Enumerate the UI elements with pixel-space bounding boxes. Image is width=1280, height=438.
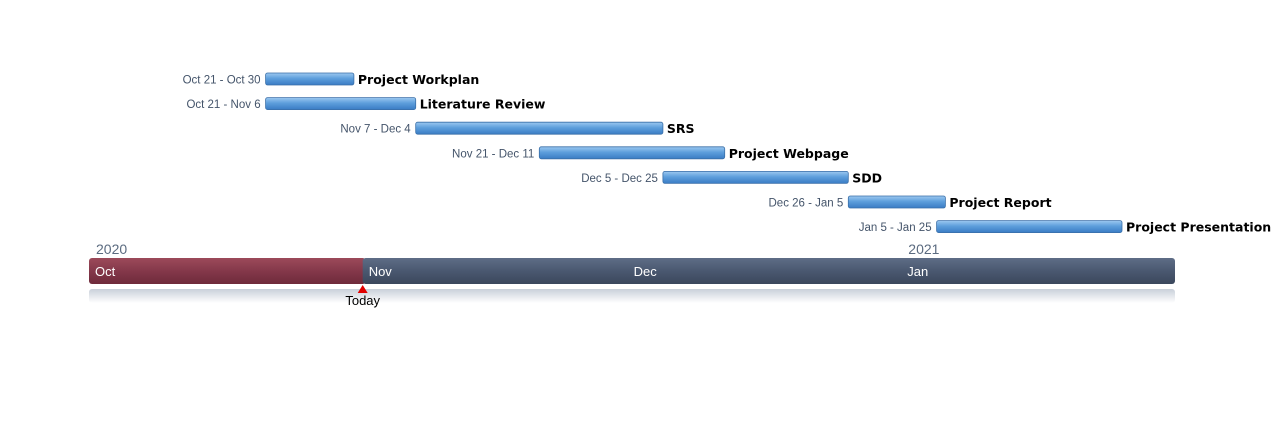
task-row: Nov 21 - Dec 11 Project Webpage [452,146,849,161]
timeline-axis: 2020 2021 Oct Nov Dec Jan Today [89,241,1175,308]
today-marker-icon [357,285,368,293]
task-date-range: Nov 21 - Dec 11 [452,148,534,160]
task-bar[interactable] [265,97,417,110]
task-name: Literature Review [420,97,546,112]
task-row: Dec 5 - Dec 25 SDD [581,170,882,185]
task-date-range: Dec 5 - Dec 25 [581,173,658,185]
task-bar[interactable] [538,146,726,160]
task-bar[interactable] [415,121,664,135]
task-row: Oct 21 - Oct 30 Project Workplan [183,72,480,87]
task-date-range: Oct 21 - Nov 6 [186,99,260,111]
task-name: Project Presentation [1126,220,1271,235]
month-label: Dec [634,264,658,279]
task-date-range: Nov 7 - Dec 4 [340,124,411,136]
task-name: Project Workplan [358,72,479,87]
task-name: SRS [667,121,695,136]
task-date-range: Dec 26 - Jan 5 [769,198,844,210]
task-name: SDD [852,170,882,185]
task-row: Dec 26 - Jan 5 Project Report [769,195,1052,210]
month-label: Jan [907,264,928,279]
task-name: Project Webpage [729,146,849,161]
task-row: Oct 21 - Nov 6 Literature Review [186,97,545,112]
task-row: Jan 5 - Jan 25 Project Presentation [859,220,1271,235]
task-date-range: Jan 5 - Jan 25 [859,222,932,234]
task-bar[interactable] [662,170,849,184]
task-date-range: Oct 21 - Oct 30 [183,75,261,87]
task-bar[interactable] [265,72,355,86]
timeline-segment-future [362,258,1175,284]
task-name: Project Report [949,195,1051,210]
year-label: 2021 [908,241,939,257]
today-label: Today [345,293,380,308]
timeline-segment-past [89,258,366,284]
task-row: Nov 7 - Dec 4 SRS [340,121,694,136]
timeline-shadow [89,289,1175,303]
task-group: Oct 21 - Oct 30 Project Workplan Oct 21 … [183,72,1272,235]
year-label: 2020 [96,241,127,257]
month-label: Nov [369,264,393,279]
task-bar[interactable] [847,195,946,209]
month-label: Oct [95,264,116,279]
task-bar[interactable] [936,220,1123,234]
